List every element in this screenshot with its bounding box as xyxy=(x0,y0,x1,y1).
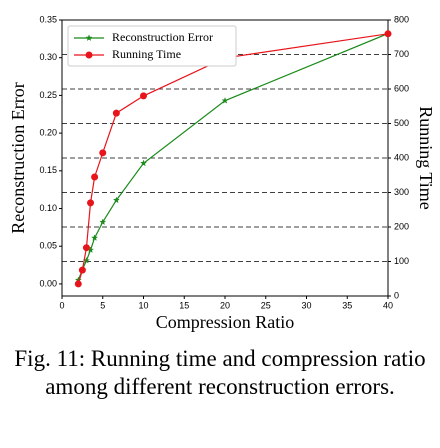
data-point xyxy=(74,280,82,288)
y2-tick-label: 400 xyxy=(394,152,409,162)
chart: Compression Ratio Reconstruction Error R… xyxy=(8,14,436,332)
y2-tick-label: 500 xyxy=(394,118,409,128)
data-point xyxy=(99,149,107,157)
x-tick-label: 35 xyxy=(342,300,352,310)
x-axis-label: Compression Ratio xyxy=(156,312,295,332)
x-tick-label: 15 xyxy=(179,300,189,310)
data-point xyxy=(140,92,147,100)
y2-tick-label: 100 xyxy=(394,256,409,266)
x-tick-label: 20 xyxy=(220,300,230,310)
data-point xyxy=(82,244,90,252)
data-point xyxy=(112,196,120,204)
y2-tick-label: 200 xyxy=(394,221,409,231)
data-point xyxy=(221,96,229,104)
data-point xyxy=(139,159,148,167)
legend-label: Running Time xyxy=(112,47,181,61)
y-tick-label: 0.15 xyxy=(39,165,57,175)
x-tick-label: 0 xyxy=(59,300,64,310)
x-tick-label: 30 xyxy=(301,300,311,310)
legend-label: Reconstruction Error xyxy=(112,30,213,44)
series-line xyxy=(77,33,389,285)
y2-axis-label: Running Time xyxy=(416,106,436,210)
legend-box xyxy=(67,25,237,67)
y-tick-label: 0.05 xyxy=(39,241,57,251)
x-tick-label: 40 xyxy=(383,300,393,310)
y2-tick-label: 300 xyxy=(394,187,409,197)
data-point xyxy=(384,30,392,38)
series-line xyxy=(77,33,389,281)
y2-tick-label: 600 xyxy=(394,83,409,93)
y-tick-label: 0.00 xyxy=(39,278,57,288)
data-point xyxy=(91,234,99,241)
caption: Fig. 11: Running time and compression ra… xyxy=(14,346,426,399)
y-axis-label: Reconstruction Error xyxy=(8,82,28,233)
y-tick-label: 0.35 xyxy=(39,14,57,24)
y-tick-label: 0.30 xyxy=(39,52,57,62)
x-tick-label: 10 xyxy=(138,300,148,310)
y2-tick-label: 700 xyxy=(394,49,409,59)
legend-marker xyxy=(85,34,93,42)
y-tick-label: 0.10 xyxy=(39,203,57,213)
data-point xyxy=(87,199,95,207)
y2-tick-label: 800 xyxy=(394,14,409,24)
data-point xyxy=(99,218,107,226)
y-tick-label: 0.20 xyxy=(39,127,57,137)
legend: Reconstruction Error Running Time xyxy=(67,25,237,67)
data-point xyxy=(91,173,99,181)
data-point xyxy=(112,109,120,117)
data-point xyxy=(78,266,86,274)
x-tick-label: 25 xyxy=(261,300,271,310)
y2-tick-label: 0 xyxy=(394,290,399,300)
y-tick-label: 0.25 xyxy=(39,90,57,100)
legend-marker xyxy=(85,51,93,59)
x-tick-label: 5 xyxy=(100,300,105,310)
